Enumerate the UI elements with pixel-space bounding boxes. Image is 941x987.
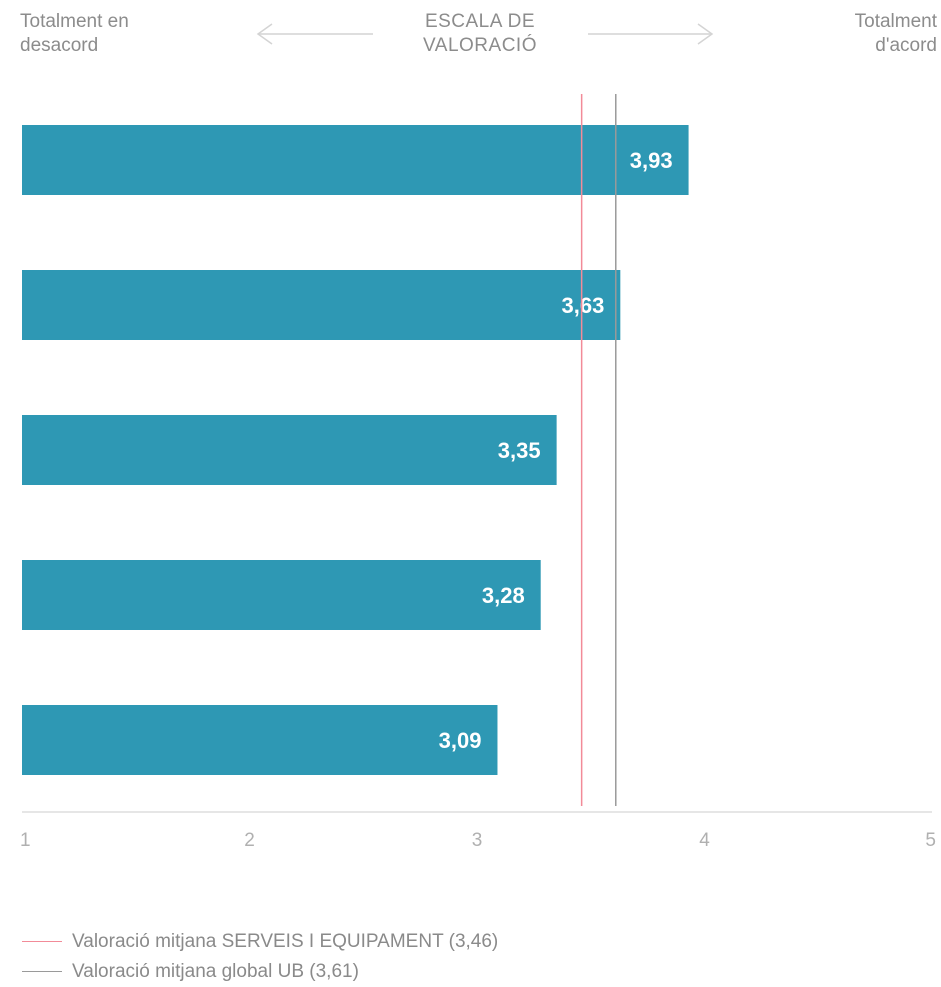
- scale-left-line-1: Totalment en: [20, 11, 129, 32]
- bar-value-label-3: 3,28: [482, 583, 525, 608]
- bar-1: [22, 270, 621, 340]
- scale-left-line-2: desacord: [20, 35, 99, 56]
- right-arrow-icon: [588, 23, 714, 45]
- x-tick-label-4: 4: [699, 830, 710, 851]
- scale-right-label: Totalment d'acord: [855, 10, 937, 58]
- legend-item-services: Valoració mitjana SERVEIS I EQUIPAMENT (…: [22, 930, 498, 954]
- legend-label-global: Valoració mitjana global UB (3,61): [72, 961, 359, 982]
- scale-left-label: Totalment en desacord: [20, 10, 129, 58]
- scale-title: ESCALA DE VALORACIÓ: [380, 10, 580, 58]
- bar-3: [22, 560, 541, 630]
- x-tick-label-1: 1: [20, 830, 31, 851]
- scale-title-line-1: ESCALA DE: [424, 11, 536, 32]
- bar-value-label-1: 3,63: [561, 293, 604, 318]
- scale-right-line-1: Totalment: [854, 11, 937, 32]
- legend-item-global: Valoració mitjana global UB (3,61): [22, 960, 359, 984]
- bar-2: [22, 415, 557, 485]
- x-tick-label-5: 5: [925, 830, 936, 851]
- legend-swatch-global: [22, 971, 62, 973]
- legend-label-services: Valoració mitjana SERVEIS I EQUIPAMENT (…: [72, 931, 499, 952]
- bar-value-label-2: 3,35: [498, 438, 541, 463]
- bar-value-label-0: 3,93: [630, 148, 673, 173]
- bar-0: [22, 125, 689, 195]
- bar-chart: 3,93 3,63 3,35 3,28 3,09 1 2 3 4 5: [20, 23, 936, 851]
- bar-4: [22, 705, 498, 775]
- bar-value-label-4: 3,09: [439, 728, 482, 753]
- x-tick-label-3: 3: [472, 830, 483, 851]
- x-tick-label-2: 2: [244, 830, 255, 851]
- scale-right-line-2: d'acord: [875, 35, 937, 56]
- legend-swatch-services: [22, 941, 62, 943]
- left-arrow-icon: [256, 23, 373, 45]
- scale-title-line-2: VALORACIÓ: [423, 35, 537, 56]
